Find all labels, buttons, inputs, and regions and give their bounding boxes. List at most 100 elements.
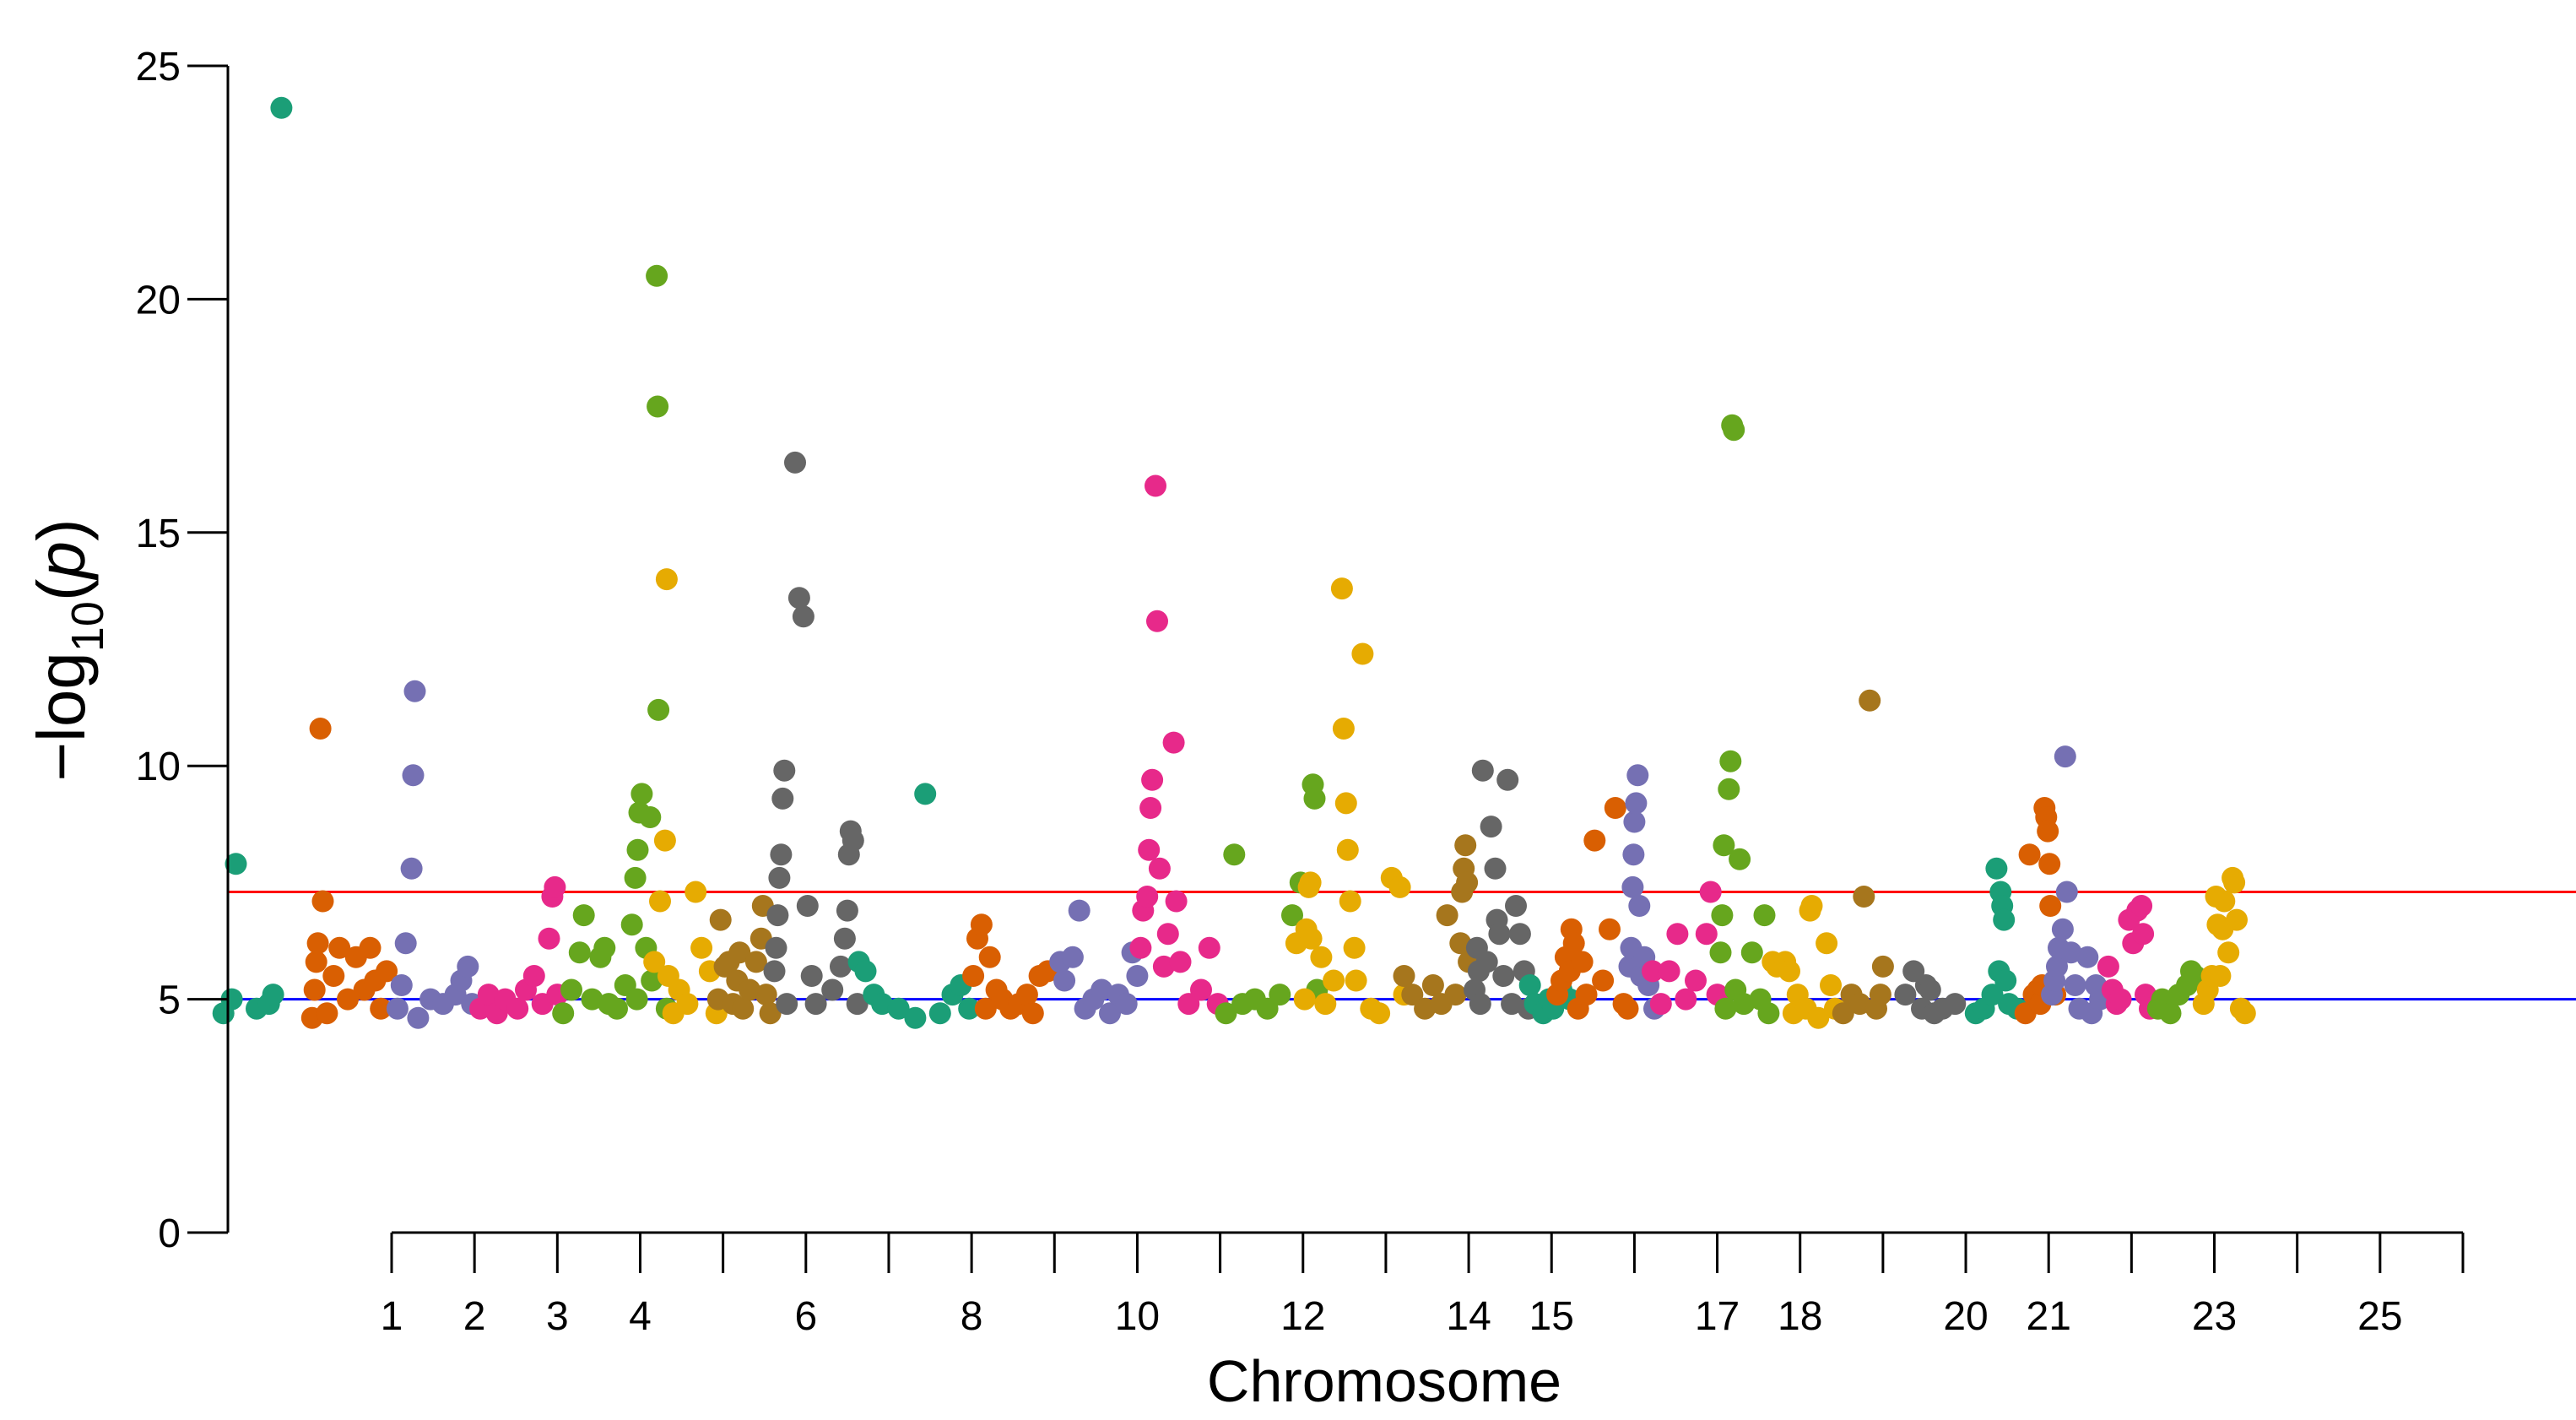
data-point <box>1169 951 1192 973</box>
data-point <box>625 988 648 1011</box>
data-point <box>2051 918 2074 940</box>
data-point <box>1757 1002 1780 1025</box>
y-tick-label: 25 <box>136 45 181 89</box>
data-point <box>1626 764 1649 787</box>
data-point <box>1616 997 1639 1020</box>
data-point <box>836 899 858 922</box>
x-tick-label: 12 <box>1280 1294 1325 1339</box>
data-point <box>1469 993 1491 1016</box>
data-point <box>1985 857 2008 880</box>
data-point <box>1345 969 1367 992</box>
data-point <box>1993 908 2016 931</box>
data-points <box>212 96 2256 1029</box>
y-axis-title-p-italic: p <box>24 541 99 581</box>
data-point <box>1740 941 1763 964</box>
data-point <box>328 936 351 959</box>
data-point <box>394 932 417 955</box>
x-tick-label: 23 <box>2192 1294 2237 1339</box>
data-point <box>1621 875 1644 898</box>
data-point <box>1165 890 1188 913</box>
data-point <box>402 764 425 787</box>
data-point <box>1666 923 1689 946</box>
data-point <box>407 1006 430 1029</box>
data-point <box>1269 984 1291 1006</box>
data-point <box>1126 965 1149 987</box>
data-point <box>1139 797 1162 819</box>
data-point <box>1332 718 1355 740</box>
y-axis-title-subscript: 10 <box>62 601 113 652</box>
data-point <box>1368 1002 1391 1025</box>
data-point <box>1562 932 1585 955</box>
data-point <box>1695 923 1718 946</box>
data-point <box>1944 993 1967 1016</box>
data-point <box>1869 984 1891 1006</box>
data-point <box>1575 984 1598 1006</box>
data-point <box>1351 642 1374 665</box>
data-point <box>732 997 755 1020</box>
data-point <box>792 605 814 628</box>
data-point <box>962 965 985 987</box>
x-tick-label: 21 <box>2027 1294 2071 1339</box>
data-point <box>1685 969 1707 992</box>
data-point <box>2213 890 2236 913</box>
data-point <box>1215 1002 1237 1025</box>
data-point <box>2097 955 2119 978</box>
data-point <box>768 866 791 889</box>
data-point <box>1330 577 1353 600</box>
data-point <box>538 927 560 950</box>
data-point <box>1981 984 2004 1006</box>
data-point <box>958 997 981 1020</box>
y-tick-label: 0 <box>158 1211 181 1256</box>
data-point <box>1471 759 1494 782</box>
data-point <box>270 96 293 119</box>
data-point <box>1492 965 1515 987</box>
data-point <box>403 680 426 702</box>
x-axis-ticks: 1 2 3 4 6 8 10 12 14 15 17 18 20 21 23 25 <box>381 1233 2465 1339</box>
data-point <box>1918 978 1941 1001</box>
data-point <box>833 927 856 950</box>
data-point <box>1314 993 1337 1016</box>
data-point <box>1714 997 1737 1020</box>
data-point <box>2039 895 2062 917</box>
data-point <box>2233 1002 2256 1025</box>
data-point <box>787 587 810 610</box>
data-point <box>1336 838 1359 861</box>
data-point <box>1816 932 1838 955</box>
data-point <box>1719 750 1742 772</box>
data-point <box>1177 993 1200 1016</box>
data-point <box>1449 932 1472 955</box>
data-point <box>641 969 663 992</box>
data-point <box>1583 829 1606 852</box>
data-point <box>1300 927 1323 950</box>
data-point <box>978 946 1001 968</box>
data-point <box>1414 997 1437 1020</box>
data-point <box>728 941 751 964</box>
data-point <box>568 941 591 964</box>
data-point <box>560 978 582 1001</box>
y-tick-label: 5 <box>158 978 181 1023</box>
data-point <box>1068 899 1090 922</box>
data-point <box>626 838 649 861</box>
data-point <box>1146 610 1168 632</box>
data-point <box>1138 838 1161 861</box>
data-point <box>739 978 761 1001</box>
data-point <box>1156 923 1179 946</box>
data-point <box>359 936 382 959</box>
x-tick-label: 4 <box>629 1294 652 1339</box>
data-point <box>2046 955 2068 978</box>
data-point <box>821 978 844 1001</box>
data-point <box>1334 792 1357 815</box>
data-point <box>1894 984 1917 1006</box>
data-point <box>1141 768 1164 791</box>
data-point <box>1649 993 1672 1016</box>
data-point <box>1518 974 1541 996</box>
data-point <box>776 993 798 1016</box>
data-point <box>1421 974 1444 996</box>
data-point <box>457 955 479 978</box>
data-point <box>1053 969 1076 992</box>
data-point <box>390 974 413 996</box>
x-tick-label: 17 <box>1695 1294 1740 1339</box>
data-point <box>1501 993 1523 1016</box>
data-point <box>220 988 243 1011</box>
